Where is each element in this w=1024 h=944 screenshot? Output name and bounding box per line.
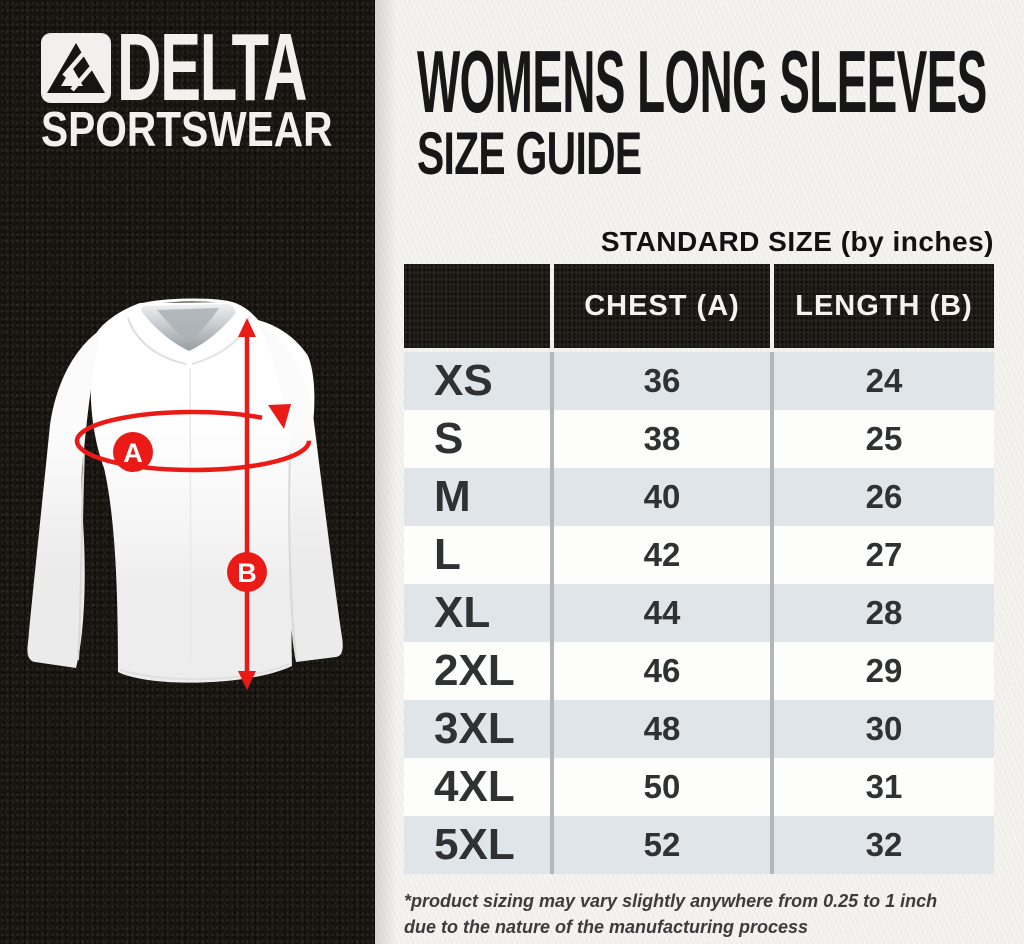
size-label: 2XL [404,642,550,700]
table-header-row: CHEST (A) LENGTH (B) [404,264,994,348]
shirt-graphic [27,298,343,683]
table-row: 3XL 48 30 [404,700,994,758]
chest-label-badge [113,432,153,472]
table-row: 2XL 46 29 [404,642,994,700]
length-value: 32 [774,816,994,874]
chest-value: 44 [554,584,770,642]
table-row: S 38 25 [404,410,994,468]
size-table: CHEST (A) LENGTH (B) XS 36 24 S 38 25 M … [404,264,994,874]
length-value: 30 [774,700,994,758]
table-row: L 42 27 [404,526,994,584]
header-cell-size [404,264,550,348]
chest-value: 48 [554,700,770,758]
chest-measure-ellipse [74,409,312,473]
size-label: XS [404,352,550,410]
table-row: XL 44 28 [404,584,994,642]
size-label: S [404,410,550,468]
length-value: 31 [774,758,994,816]
header-cell-length: LENGTH (B) [774,264,994,348]
table-caption: STANDARD SIZE (by inches) [600,226,994,257]
shirt-measurement-diagram: A B [27,298,343,690]
size-label: 5XL [404,816,550,874]
disclaimer-line2: due to the nature of the manufacturing p… [404,917,809,937]
length-value: 29 [774,642,994,700]
table-row: M 40 26 [404,468,994,526]
measurement-annotations: A B [74,318,312,690]
size-label: 4XL [404,758,550,816]
page-title: WOMENS LONG SLEEVES [417,32,987,131]
length-arrow-down-icon [238,671,256,690]
length-value: 26 [774,468,994,526]
disclaimer-line1: *product sizing may vary slightly anywhe… [404,891,938,911]
chest-value: 50 [554,758,770,816]
table-body: XS 36 24 S 38 25 M 40 26 L 42 27 XL 44 [404,352,994,874]
size-label: XL [404,584,550,642]
table-row: 4XL 50 31 [404,758,994,816]
length-label-badge [227,552,267,592]
length-value: 27 [774,526,994,584]
page-subtitle: SIZE GUIDE [417,120,642,187]
chest-measure-arrowhead [268,404,291,429]
table-row: XS 36 24 [404,352,994,410]
chest-label: A [123,438,143,468]
length-arrow-up-icon [238,318,256,337]
brand-name: DELTA [117,14,308,121]
length-label: B [237,558,257,588]
chest-value: 38 [554,410,770,468]
brand-panel: DELTA SPORTSWEAR [0,0,375,944]
length-value: 25 [774,410,994,468]
chest-value: 36 [554,352,770,410]
size-label: L [404,526,550,584]
chest-value: 52 [554,816,770,874]
table-row: 5XL 52 32 [404,816,994,874]
size-label: 3XL [404,700,550,758]
size-label: M [404,468,550,526]
sizing-disclaimer: *product sizing may vary slightly anywhe… [404,888,964,940]
panel-seam-shadow [375,0,397,944]
chest-value: 46 [554,642,770,700]
brand-subname: SPORTSWEAR [41,103,333,157]
length-value: 24 [774,352,994,410]
header-cell-chest: CHEST (A) [554,264,770,348]
delta-monogram-icon [41,33,111,103]
chest-value: 42 [554,526,770,584]
chest-value: 40 [554,468,770,526]
length-value: 28 [774,584,994,642]
